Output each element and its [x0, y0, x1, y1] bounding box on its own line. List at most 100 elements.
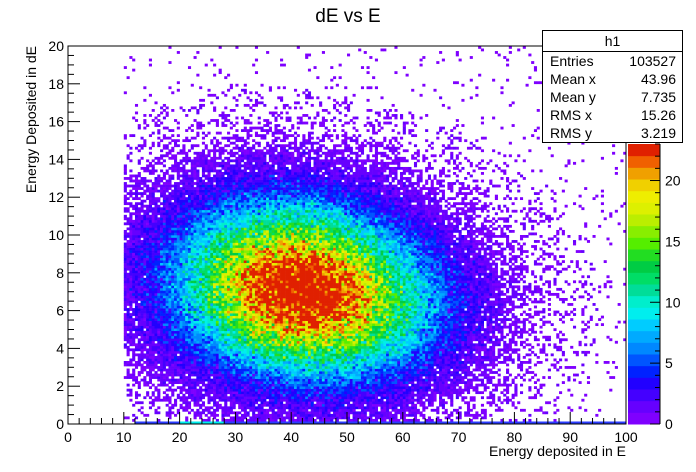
heatmap-cell: [187, 295, 192, 299]
heatmap-cell: [193, 378, 197, 382]
heatmap-cell: [213, 403, 217, 407]
heatmap-cell: [254, 378, 259, 382]
heatmap-cell: [252, 308, 256, 311]
heatmap-cell: [160, 295, 164, 299]
heatmap-cell: [179, 187, 183, 190]
heatmap-cell: [134, 287, 139, 291]
heatmap-cell: [243, 161, 247, 165]
heatmap-cell: [196, 398, 200, 402]
heatmap-cell: [151, 237, 155, 241]
heatmap-cell: [196, 161, 200, 165]
heatmap-cell: [140, 363, 144, 367]
heatmap-cell: [148, 376, 152, 379]
heatmap-cell: [148, 164, 152, 168]
heatmap-cell: [146, 300, 150, 304]
heatmap-cell: [227, 199, 231, 203]
heatmap-cell: [154, 363, 158, 367]
heatmap-cell: [187, 308, 192, 311]
heatmap-cell: [148, 209, 152, 213]
heatmap-cell: [157, 257, 161, 261]
heatmap-cell: [193, 270, 197, 274]
heatmap-cell: [187, 303, 192, 306]
heatmap-cell: [126, 373, 130, 377]
heatmap-cell: [260, 298, 264, 301]
heatmap-cell: [143, 292, 147, 296]
heatmap-cell: [154, 270, 158, 274]
heatmap-cell: [201, 353, 206, 357]
heatmap-cell: [160, 305, 164, 309]
heatmap-cell: [134, 224, 139, 228]
heatmap-cell: [185, 348, 189, 352]
heatmap-cell: [257, 418, 261, 422]
heatmap-cell: [187, 353, 192, 357]
heatmap-cell: [134, 305, 139, 309]
heatmap-cell: [229, 182, 233, 185]
heatmap-cell: [154, 247, 158, 251]
heatmap-cell: [174, 156, 178, 160]
heatmap-cell: [243, 290, 247, 294]
heatmap-cell: [154, 325, 158, 329]
heatmap-cell: [235, 333, 239, 337]
heatmap-cell: [168, 323, 172, 327]
heatmap-cell: [210, 295, 214, 299]
heatmap-cell: [146, 343, 150, 347]
heatmap-cell: [179, 403, 183, 407]
heatmap-cell: [235, 260, 239, 264]
heatmap-cell: [235, 298, 239, 301]
heatmap-cell: [221, 177, 225, 180]
heatmap-cell: [174, 232, 178, 236]
heatmap-cell: [215, 161, 219, 165]
heatmap-cell: [168, 315, 172, 319]
heatmap-cell: [207, 408, 211, 412]
heatmap-cell: [218, 260, 222, 264]
heatmap-cell: [157, 182, 161, 185]
heatmap-cell: [185, 323, 189, 327]
heatmap-cell: [252, 139, 256, 143]
heatmap-cell: [260, 260, 264, 264]
heatmap-cell: [229, 373, 233, 377]
heatmap-cell: [224, 325, 228, 329]
heatmap-cell: [182, 376, 186, 379]
heatmap-cell: [146, 217, 150, 221]
heatmap-cell: [160, 361, 164, 364]
heatmap-cell: [210, 164, 214, 168]
heatmap-cell: [232, 318, 236, 321]
heatmap-cell: [246, 267, 250, 271]
heatmap-cell: [210, 398, 214, 402]
heatmap-cell: [238, 255, 242, 258]
heatmap-cell: [123, 229, 127, 233]
heatmap-cell: [215, 323, 219, 327]
heatmap-cell: [218, 277, 222, 281]
heatmap-cell: [246, 207, 250, 211]
heatmap-cell: [182, 333, 186, 337]
heatmap-cell: [134, 247, 139, 251]
heatmap-cell: [218, 323, 222, 327]
heatmap-cell: [224, 318, 228, 321]
heatmap-cell: [218, 156, 222, 160]
heatmap-cell: [204, 237, 208, 241]
heatmap-cell: [238, 310, 242, 314]
heatmap-cell: [171, 235, 175, 238]
heatmap-cell: [190, 247, 194, 251]
heatmap-cell: [201, 169, 206, 173]
heatmap-cell: [215, 182, 219, 185]
heatmap-cell: [238, 416, 242, 420]
heatmap-cell: [257, 197, 261, 201]
heatmap-cell: [232, 265, 236, 269]
heatmap-cell: [252, 214, 256, 218]
heatmap-cell: [257, 386, 261, 390]
heatmap-cell: [165, 290, 169, 294]
heatmap-cell: [238, 207, 242, 211]
heatmap-cell: [140, 179, 144, 183]
heatmap-cell: [243, 265, 247, 269]
heatmap-cell: [132, 134, 136, 138]
heatmap-cell: [199, 338, 203, 342]
heatmap-cell: [193, 300, 197, 304]
heatmap-cell: [210, 242, 214, 246]
heatmap-cell: [254, 280, 259, 284]
heatmap-cell: [182, 202, 186, 206]
heatmap-cell: [171, 391, 175, 395]
heatmap-cell: [126, 192, 130, 195]
heatmap-cell: [162, 265, 166, 269]
heatmap-cell: [204, 376, 208, 379]
